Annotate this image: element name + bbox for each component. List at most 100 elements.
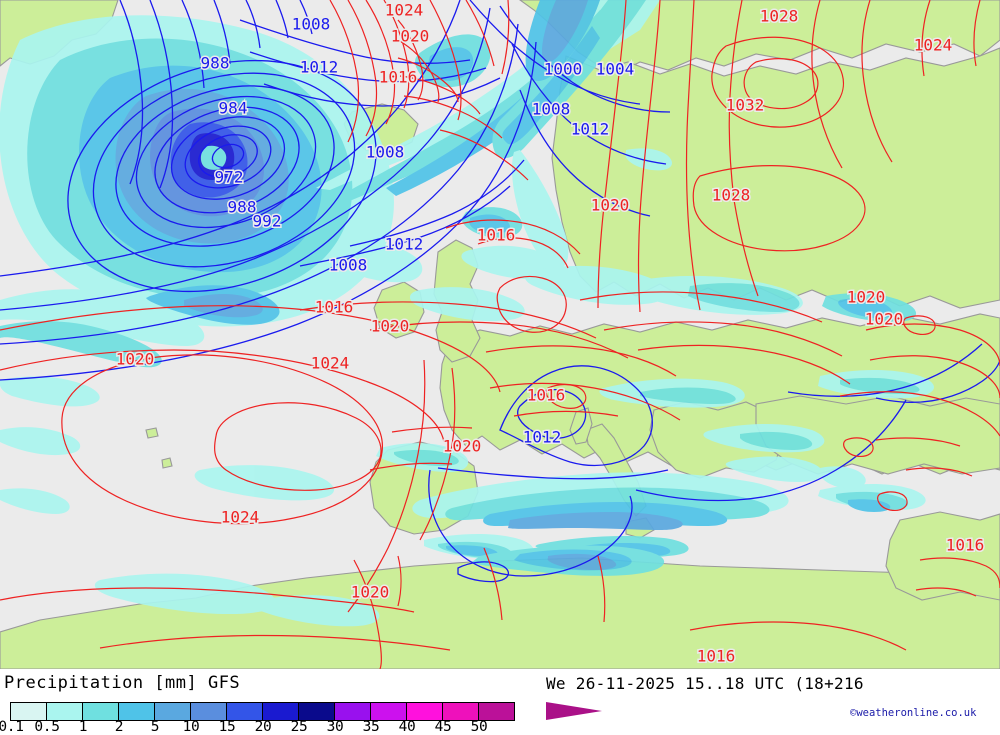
precip-north-sea-mid: [525, 265, 667, 305]
isobar-1008-uk: [299, 185, 511, 267]
precip-aegean-2: [819, 466, 866, 489]
isobar-1024-e2: [973, 0, 981, 67]
isobars-low: [0, 0, 1000, 583]
isobar-1016-irishsea: [496, 275, 567, 333]
isobar-label: 1016: [697, 647, 736, 666]
colorbar-tick: 40: [398, 719, 416, 735]
copyright-credit: ©weatheronline.co.uk: [850, 707, 977, 719]
isobar-1012-tunisia: [428, 469, 633, 577]
precip-norway-south: [512, 150, 569, 269]
map-canvas[interactable]: 1008 1024 1020 988 1012 1016 1000 1004 1028 1024 1…: [0, 0, 1000, 669]
colorbar-tick: 0.1: [0, 719, 24, 735]
precipitation-colorbar[interactable]: [10, 702, 515, 721]
isobar-label: 988: [228, 198, 257, 217]
isobar-greenland-5: [245, 0, 261, 49]
isobar-label: 1020: [443, 437, 482, 456]
isobar-label: 1020: [351, 583, 390, 602]
isobar-1012-turkey-2: [875, 359, 1000, 403]
colorbar-tick: 0.5: [34, 719, 60, 735]
isobar-label: 1020: [591, 196, 630, 215]
map-graphics: 1008 1024 1020 988 1012 1016 1000 1004 1028 1024 1…: [0, 0, 1000, 669]
isobar-greenland-7: [299, 0, 313, 35]
isobar-g12: [465, 0, 495, 67]
isobar-1020-iberia-v2: [419, 367, 456, 541]
isobar-1018-ce: [637, 344, 851, 385]
isobar-964: [211, 143, 245, 169]
precip-adriatic-core: [640, 387, 736, 404]
precip-aegean: [725, 456, 823, 482]
isobar-greenland-1: [119, 0, 144, 185]
forecast-datetime: We 26-11-2025 15..18 UTC (18+216: [546, 674, 864, 693]
isobar-label: 1004: [596, 60, 635, 79]
isobar-label: 1016: [527, 386, 566, 405]
land-middle-east: [885, 511, 1000, 601]
isobar-1026-scan: [728, 0, 759, 297]
isobar-1016-sahara: [689, 621, 907, 651]
isobar-g9: [403, 95, 503, 139]
precip-sw-atlantic-1: [0, 289, 205, 346]
isobar-1016-fr: [489, 382, 681, 421]
isobar-1012-east: [635, 399, 907, 502]
isobar-g3: [365, 0, 396, 125]
isobar-label: 1012: [385, 235, 424, 254]
isobar-g2: [347, 0, 378, 137]
colorbar-container: 0.1 0.5 1 2 5 10 15 20 25 30 35 40 45 50: [0, 669, 602, 735]
isobar-label: 1012: [571, 120, 610, 139]
isobar-cell-4: [545, 383, 587, 409]
isobar-1020-morocco-2: [397, 555, 402, 607]
isobar-g8: [399, 75, 481, 115]
isobar-1028-cell: [692, 165, 866, 252]
colorbar-tick: 25: [290, 719, 308, 735]
isobar-greenland-2: [149, 0, 174, 189]
land-azores-2: [161, 457, 173, 469]
isobar-1016-scotland: [445, 219, 581, 255]
colorbar-tick: 45: [434, 719, 452, 735]
colorbar-tick: 10: [182, 719, 200, 735]
isobar-north-2: [249, 51, 487, 83]
isobar-1000-ns: [469, 0, 641, 105]
colorbar-segment: [11, 703, 46, 720]
isobars-high: [0, 0, 1000, 669]
isobar-label: 992: [253, 212, 282, 231]
isobar-label: 1028: [760, 7, 799, 26]
isobar-label: 1008: [292, 15, 331, 34]
isobar-1020-morocco: [353, 559, 382, 669]
isobar-1000-west: [0, 0, 461, 277]
colorbar-segment: [190, 703, 226, 720]
land-scandinavia-russia: [551, 47, 1000, 309]
colorbar-segment: [262, 703, 298, 720]
isobar-1028-e2: [861, 0, 893, 163]
precip-sw-atlantic-2: [0, 321, 162, 368]
isobar-label: 1020: [847, 288, 886, 307]
isobar-label: 1020: [865, 310, 904, 329]
isobar-1016-tk: [839, 391, 1000, 437]
isobar-label: 1016: [379, 68, 418, 87]
isobar-label: 1016: [477, 226, 516, 245]
isobar-976: [170, 116, 286, 200]
isobar-label: 1024: [221, 508, 260, 527]
colorbar-tick: 15: [218, 719, 236, 735]
isobar-984: [135, 95, 317, 229]
isobar-label: 1020: [371, 317, 410, 336]
isobar-g4: [383, 0, 410, 109]
isobar-968: [198, 134, 258, 178]
colorbar-segment: [406, 703, 442, 720]
isobar-1014-me: [915, 587, 977, 597]
isobar-1008-ns: [511, 43, 667, 165]
precip-biscay-1: [329, 244, 423, 283]
precip-north-sea-top-core: [542, 0, 588, 63]
colorbar-segment: [298, 703, 334, 720]
isobar-g5: [397, 19, 424, 101]
colorbar-segment: [118, 703, 154, 720]
precip-sw-atlantic-9: [250, 595, 380, 627]
isobar-g13: [501, 0, 510, 75]
isobar-label: 1020: [391, 27, 430, 46]
isobar-label: 1008: [532, 100, 571, 119]
isobar-988: [115, 85, 335, 247]
isobar-greenland-4: [213, 0, 231, 65]
isobar-1016-sc2: [477, 237, 569, 269]
land-sardinia-corsica: [569, 407, 593, 445]
isobar-1034-cell: [743, 58, 819, 110]
precip-med-band-core: [508, 512, 683, 530]
